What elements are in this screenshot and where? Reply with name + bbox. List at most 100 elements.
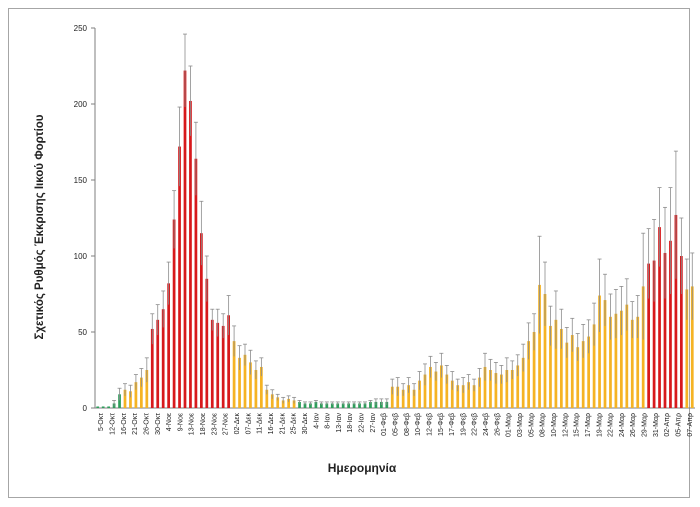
x-tick-label: 26-Οκτ: [143, 413, 150, 435]
x-tick-label: 22-Ιαν: [359, 413, 366, 433]
error-bar: [564, 327, 569, 358]
x-tick-label: 8-Ιαν: [325, 413, 332, 429]
y-tick-label: 0: [83, 404, 88, 413]
bar: [210, 319, 214, 408]
bar: [445, 374, 449, 408]
error-bar: [384, 398, 389, 405]
bar: [630, 319, 634, 408]
error-bar: [373, 398, 378, 405]
y-tick-label: 150: [74, 176, 88, 185]
bar: [205, 278, 209, 408]
bar: [101, 406, 105, 408]
x-tick-label: 02-Απρ: [664, 413, 671, 437]
chart-frame: [8, 8, 690, 498]
error-bar: [515, 354, 520, 377]
x-tick-label: 23-Νοε: [211, 413, 218, 435]
error-bar: [624, 278, 629, 331]
x-tick-label: 27-Νοε: [223, 413, 230, 435]
x-tick-label: 4-Ιαν: [313, 413, 320, 429]
x-tick-label: 26-Φεβ: [494, 413, 501, 436]
bar: [183, 70, 187, 408]
bar: [298, 401, 301, 408]
error-bar: [379, 398, 384, 405]
bar: [200, 233, 203, 408]
x-tick-label: 22-Φεβ: [472, 413, 479, 436]
error-bar: [172, 190, 177, 249]
bar: [265, 389, 269, 408]
x-tick-label: 12-Οκτ: [109, 413, 116, 435]
error-bar: [401, 383, 406, 396]
error-bar: [188, 65, 193, 136]
error-bar: [597, 258, 602, 332]
x-tick-label: 07-Δεκ: [245, 413, 252, 435]
bar: [249, 362, 252, 408]
x-tick-label: 10-Φεβ: [415, 413, 422, 436]
bar: [516, 365, 520, 408]
error-bar: [472, 378, 477, 392]
bar: [238, 357, 241, 408]
bars: [96, 70, 694, 409]
error-bar: [248, 349, 253, 375]
bar: [690, 286, 694, 408]
error-bar: [455, 378, 460, 392]
error-bar: [237, 345, 242, 370]
bar: [145, 370, 149, 408]
bar: [483, 366, 487, 408]
x-tick-label: 27-Ιαν: [370, 413, 377, 433]
error-bar: [412, 383, 417, 396]
error-bar: [319, 401, 324, 405]
bar: [440, 365, 443, 408]
x-tick-label: 25-Δεκ: [291, 413, 298, 435]
error-bars: [112, 33, 695, 407]
error-bar: [199, 200, 204, 266]
error-bar: [657, 187, 662, 267]
bar: [565, 342, 569, 408]
error-bar: [395, 377, 400, 396]
bar: [598, 295, 601, 408]
x-tick-label: 19-Φεβ: [460, 413, 467, 436]
bar: [292, 400, 296, 408]
x-tick-label: 01-Φεβ: [381, 413, 388, 436]
bar: [134, 382, 138, 408]
error-bar: [330, 401, 335, 405]
bar: [674, 214, 678, 408]
y-tick-label: 200: [74, 100, 88, 109]
error-bar: [613, 289, 618, 339]
error-bar: [619, 285, 624, 336]
error-bar: [521, 343, 526, 372]
error-bar: [668, 187, 673, 294]
bar: [385, 401, 389, 408]
x-tick-label: 11-Δεκ: [257, 413, 264, 434]
error-bar: [646, 228, 651, 299]
error-bar: [428, 355, 433, 378]
x-tick-label: 12-Φεβ: [426, 413, 433, 436]
error-bar: [526, 322, 531, 360]
error-bar: [286, 395, 291, 402]
error-bar: [406, 377, 411, 393]
error-bar: [504, 357, 509, 383]
bar: [521, 357, 525, 408]
error-bar: [417, 371, 422, 390]
error-bar: [641, 232, 646, 340]
x-tick-label: 30-Δεκ: [302, 413, 309, 435]
error-bar: [123, 383, 127, 396]
bar: [309, 403, 312, 408]
bar: [592, 324, 596, 408]
bar: [609, 316, 612, 408]
error-bar: [477, 368, 482, 387]
error-bar: [335, 401, 340, 405]
bar: [156, 319, 160, 408]
bar: [554, 319, 558, 408]
bar: [434, 371, 438, 408]
x-tick-label: 18-Ιαν: [347, 413, 354, 433]
x-tick-label: 13-Ιαν: [336, 413, 343, 433]
error-bar: [264, 384, 269, 395]
error-bar: [581, 323, 586, 358]
error-bar: [439, 352, 444, 378]
error-bar: [193, 121, 198, 196]
bar: [150, 328, 154, 408]
bar: [270, 394, 274, 408]
error-bar: [592, 302, 597, 346]
y-axis-title: Σχετικός Ρυθμός Έκκρισης Ιικού Φορτίου: [34, 114, 46, 339]
